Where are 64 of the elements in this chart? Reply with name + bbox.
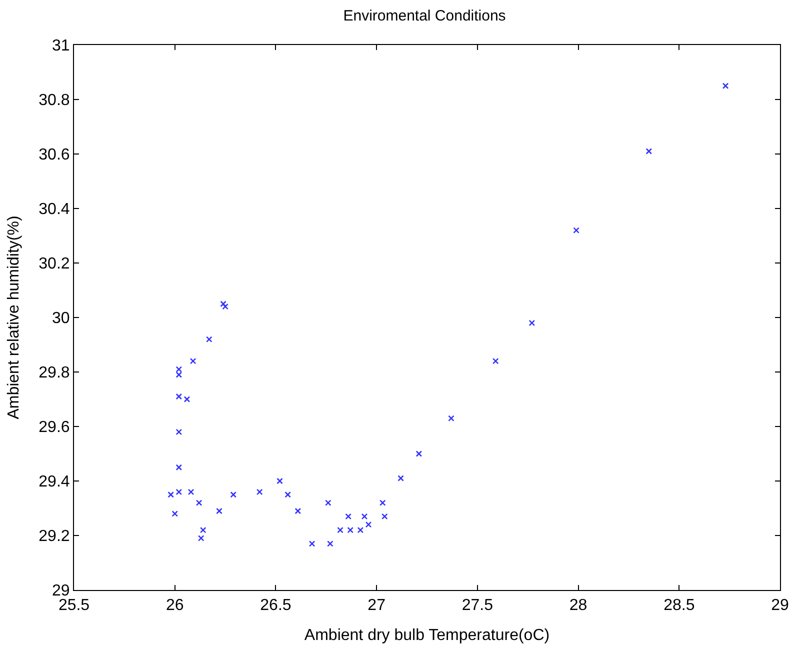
y-tick-label: 31: [52, 38, 70, 55]
point: [284, 491, 291, 498]
point: [198, 535, 204, 542]
point: [176, 372, 182, 378]
point: [276, 478, 283, 484]
y-tick-label: 29.4: [38, 474, 70, 491]
point: [188, 488, 194, 496]
point: [722, 82, 729, 90]
point: [176, 488, 182, 496]
point: [416, 450, 422, 457]
point: [308, 540, 316, 547]
point: [448, 415, 454, 422]
point: [220, 300, 226, 308]
point: [492, 358, 499, 364]
point: [327, 540, 334, 547]
point: [365, 521, 372, 528]
y-tick-label: 29.6: [38, 419, 70, 436]
point: [230, 491, 236, 498]
point: [357, 526, 364, 534]
point: [168, 491, 174, 498]
y-tick-label: 29: [52, 582, 70, 600]
point: [345, 513, 352, 520]
point: [176, 428, 182, 436]
y-tick-label: 30.2: [38, 256, 70, 273]
x-tick-label: 27.5: [462, 597, 494, 614]
x-tick-label: 25.5: [58, 597, 90, 614]
point: [176, 464, 182, 471]
point: [176, 393, 182, 400]
point: [190, 358, 196, 364]
point: [222, 303, 228, 310]
point: [172, 510, 178, 517]
y-tick-label: 29.8: [38, 364, 70, 382]
point: [294, 508, 302, 514]
point: [256, 488, 263, 496]
x-tick-label: 29: [771, 597, 789, 614]
chart-title: Enviromental Conditions: [343, 7, 506, 24]
point: [337, 526, 344, 534]
point: [379, 500, 386, 506]
point: [361, 513, 368, 520]
x-tick-label: 26.5: [260, 597, 292, 614]
y-axis-title: Ambient relative humidity(%): [6, 216, 23, 420]
point: [206, 336, 212, 342]
point: [200, 526, 206, 534]
x-tick-label: 28: [569, 597, 588, 614]
y-tick-label: 30: [52, 310, 70, 328]
x-tick-label: 27: [368, 597, 386, 614]
point: [398, 475, 404, 482]
y-tick-label: 30.8: [38, 92, 70, 110]
point: [347, 526, 354, 534]
x-tick-label: 26: [166, 597, 184, 614]
point: [381, 513, 388, 520]
point: [573, 227, 580, 234]
point: [325, 500, 332, 506]
point: [196, 500, 202, 506]
point: [216, 508, 222, 514]
y-tick-label: 30.4: [38, 201, 70, 218]
point: [646, 148, 652, 154]
point: [528, 320, 536, 326]
y-tick-label: 29.2: [38, 528, 70, 546]
point: [176, 366, 182, 372]
y-tick-label: 30.6: [38, 146, 70, 164]
x-axis-title: Ambient dry bulb Temperature(oC): [304, 626, 550, 644]
x-tick-label: 28.5: [664, 597, 695, 614]
point: [184, 396, 190, 402]
